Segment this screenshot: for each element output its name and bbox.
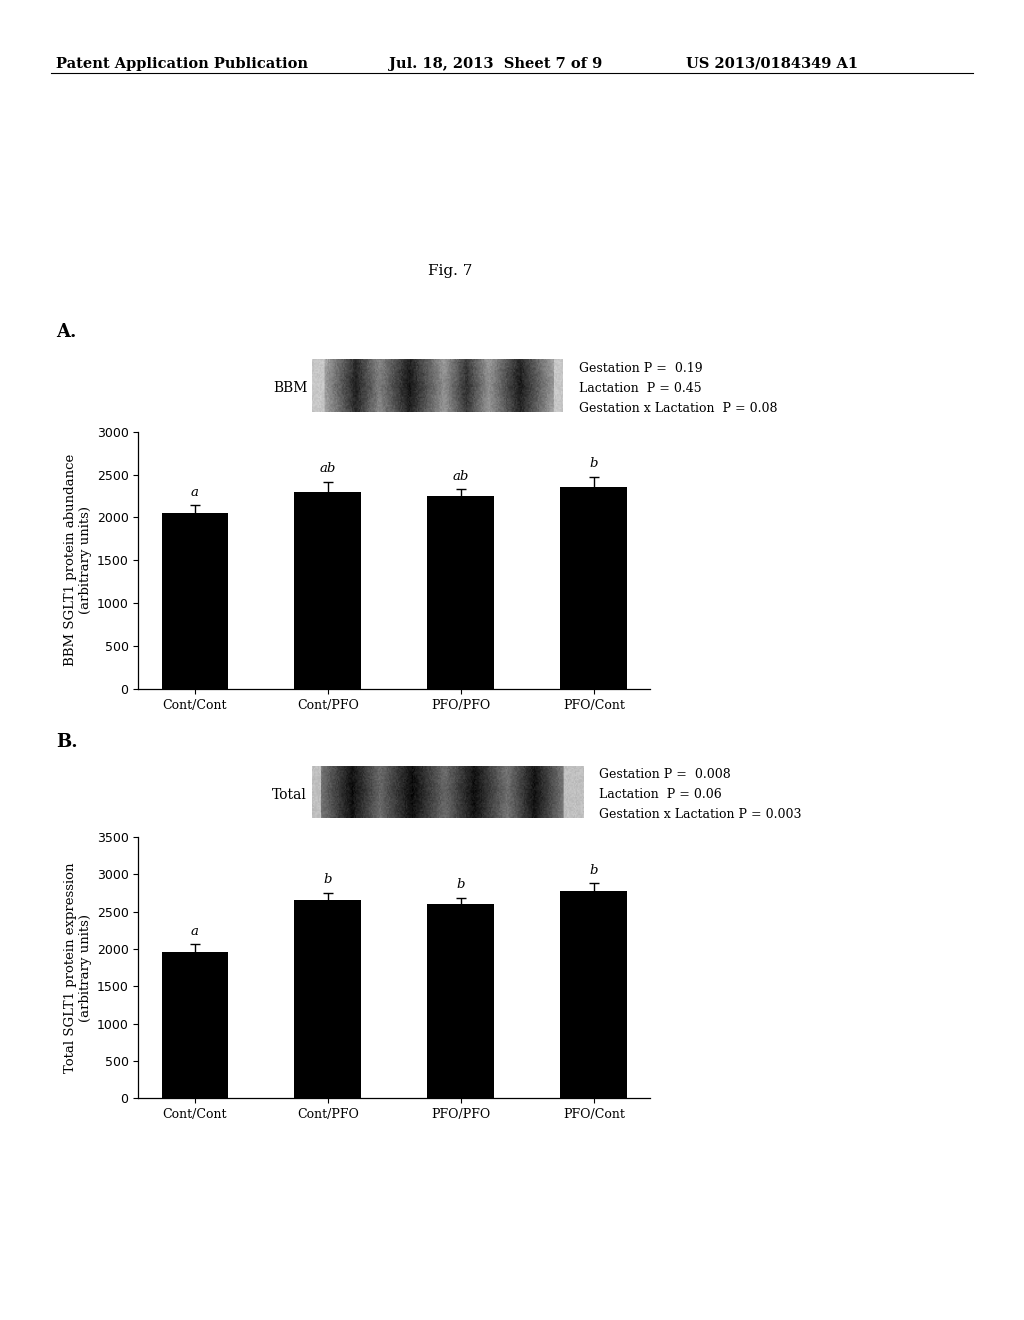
Text: Patent Application Publication: Patent Application Publication — [56, 57, 308, 71]
Text: b: b — [590, 863, 598, 876]
Bar — [560, 487, 627, 689]
Bar — [162, 513, 228, 689]
Bar — [162, 952, 228, 1098]
Y-axis label: Total SGLT1 protein expression
(arbitrary units): Total SGLT1 protein expression (arbitrar… — [65, 862, 92, 1073]
Text: A.: A. — [56, 323, 77, 342]
Text: ab: ab — [319, 462, 336, 475]
Text: Jul. 18, 2013  Sheet 7 of 9: Jul. 18, 2013 Sheet 7 of 9 — [389, 57, 602, 71]
Y-axis label: BBM SGLT1 protein abundance
(arbitrary units): BBM SGLT1 protein abundance (arbitrary u… — [65, 454, 92, 667]
Text: b: b — [457, 878, 465, 891]
Bar — [295, 900, 361, 1098]
Bar — [295, 492, 361, 689]
Text: BBM: BBM — [272, 381, 307, 395]
Text: a: a — [190, 486, 199, 499]
Bar — [427, 904, 494, 1098]
Bar — [560, 891, 627, 1098]
Bar — [427, 496, 494, 689]
Text: ab: ab — [453, 470, 469, 483]
Text: Gestation P =  0.19
Lactation  P = 0.45
Gestation x Lactation  P = 0.08: Gestation P = 0.19 Lactation P = 0.45 Ge… — [579, 362, 777, 414]
Text: Gestation P =  0.008
Lactation  P = 0.06
Gestation x Lactation P = 0.003: Gestation P = 0.008 Lactation P = 0.06 G… — [599, 768, 802, 821]
Text: US 2013/0184349 A1: US 2013/0184349 A1 — [686, 57, 858, 71]
Text: b: b — [590, 457, 598, 470]
Text: B.: B. — [56, 733, 78, 751]
Text: Fig. 7: Fig. 7 — [428, 264, 473, 279]
Text: b: b — [324, 874, 332, 886]
Text: a: a — [190, 925, 199, 939]
Text: Total: Total — [272, 788, 307, 801]
